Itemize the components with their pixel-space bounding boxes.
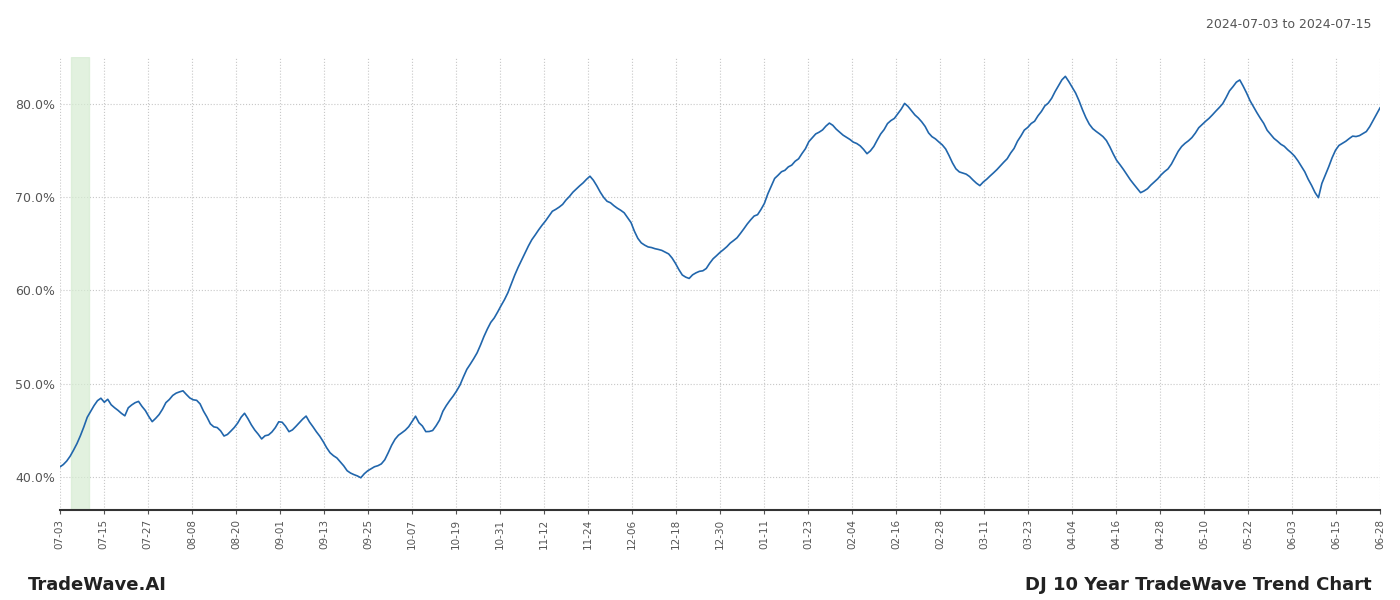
Text: 2024-07-03 to 2024-07-15: 2024-07-03 to 2024-07-15 <box>1207 18 1372 31</box>
Text: TradeWave.AI: TradeWave.AI <box>28 576 167 594</box>
Text: DJ 10 Year TradeWave Trend Chart: DJ 10 Year TradeWave Trend Chart <box>1025 576 1372 594</box>
Bar <box>71 57 90 510</box>
